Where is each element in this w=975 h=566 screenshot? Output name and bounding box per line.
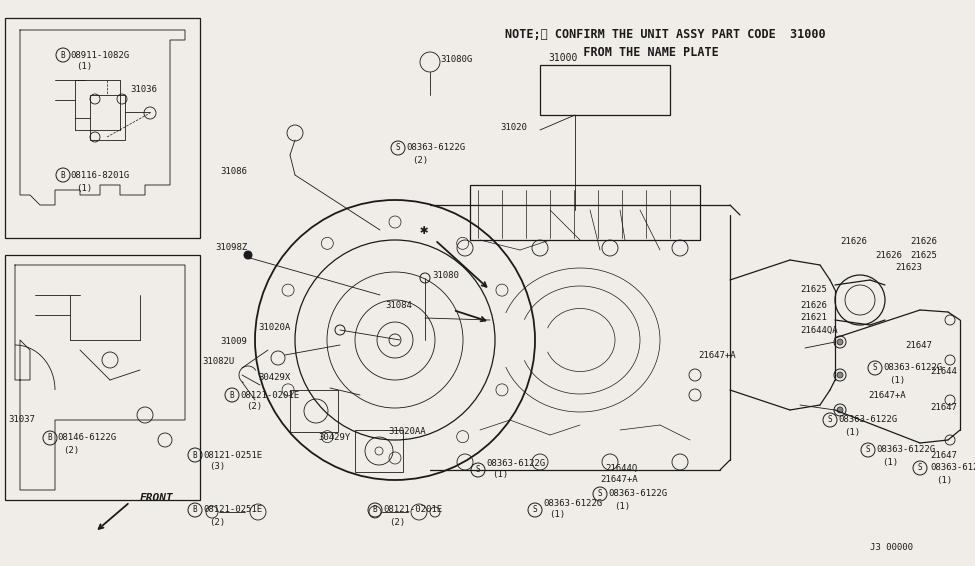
Bar xyxy=(355,430,403,472)
Text: 30429X: 30429X xyxy=(258,374,291,383)
Text: 31098Z: 31098Z xyxy=(215,243,248,252)
Text: 31020AA: 31020AA xyxy=(388,427,426,436)
Text: (1): (1) xyxy=(76,183,92,192)
Text: 21644QA: 21644QA xyxy=(800,325,838,335)
Bar xyxy=(90,95,125,140)
Text: 08146-6122G: 08146-6122G xyxy=(57,434,116,443)
Text: 31020: 31020 xyxy=(500,123,526,132)
Bar xyxy=(5,255,200,500)
Text: 21647+A: 21647+A xyxy=(600,475,638,484)
Text: 21647: 21647 xyxy=(930,404,956,413)
Text: S: S xyxy=(476,465,481,474)
Text: (2): (2) xyxy=(412,156,428,165)
Text: 31084: 31084 xyxy=(385,301,411,310)
Text: 08363-6122G: 08363-6122G xyxy=(883,363,942,372)
Text: 08363-6122G: 08363-6122G xyxy=(543,499,603,508)
Circle shape xyxy=(837,407,843,413)
Text: 08363-6122G: 08363-6122G xyxy=(930,464,975,473)
Text: 08363-6122G: 08363-6122G xyxy=(608,490,667,499)
Text: FROM THE NAME PLATE: FROM THE NAME PLATE xyxy=(505,45,719,58)
Text: 21626: 21626 xyxy=(910,238,937,247)
Text: 21623: 21623 xyxy=(895,264,922,272)
Text: B: B xyxy=(60,50,65,59)
Text: 21625: 21625 xyxy=(910,251,937,259)
Text: (1): (1) xyxy=(889,375,905,384)
Text: 21647+A: 21647+A xyxy=(868,391,906,400)
Text: S: S xyxy=(598,490,603,499)
Text: (1): (1) xyxy=(549,511,566,520)
Text: 08363-6122G: 08363-6122G xyxy=(838,415,897,424)
Text: B: B xyxy=(48,434,53,443)
Bar xyxy=(290,390,338,432)
Bar xyxy=(470,185,700,240)
Text: S: S xyxy=(873,363,878,372)
Text: 08121-0201E: 08121-0201E xyxy=(240,391,299,400)
Text: 30429Y: 30429Y xyxy=(318,434,350,443)
Text: (1): (1) xyxy=(936,475,953,484)
Text: 08363-6122G: 08363-6122G xyxy=(486,458,545,468)
Bar xyxy=(540,65,670,115)
Text: 08121-0201E: 08121-0201E xyxy=(383,505,442,514)
Circle shape xyxy=(837,339,843,345)
Text: 21644: 21644 xyxy=(930,367,956,376)
Text: 31037: 31037 xyxy=(8,415,35,424)
Text: 31082U: 31082U xyxy=(202,358,234,367)
Text: 08116-8201G: 08116-8201G xyxy=(70,170,129,179)
Text: 21647+A: 21647+A xyxy=(698,350,735,359)
Text: B: B xyxy=(193,451,197,460)
Text: S: S xyxy=(866,445,871,454)
Text: 31000: 31000 xyxy=(548,53,577,63)
Text: NOTE;※ CONFIRM THE UNIT ASSY PART CODE  31000: NOTE;※ CONFIRM THE UNIT ASSY PART CODE 3… xyxy=(505,28,826,41)
Text: 31080: 31080 xyxy=(432,271,459,280)
Text: 31009: 31009 xyxy=(220,337,247,346)
Text: S: S xyxy=(828,415,833,424)
Text: 21625: 21625 xyxy=(800,285,827,294)
Text: (2): (2) xyxy=(389,517,406,526)
Text: 08121-0251E: 08121-0251E xyxy=(203,451,262,460)
Text: S: S xyxy=(917,464,922,473)
Text: 31036: 31036 xyxy=(130,85,157,95)
Text: (2): (2) xyxy=(209,517,225,526)
Text: 08121-0251E: 08121-0251E xyxy=(203,505,262,514)
Text: J3 00000: J3 00000 xyxy=(870,543,913,552)
Text: FRONT: FRONT xyxy=(140,493,174,503)
Text: 21647: 21647 xyxy=(905,341,932,349)
Text: 21647: 21647 xyxy=(930,451,956,460)
Text: 21626: 21626 xyxy=(800,301,827,310)
Circle shape xyxy=(837,372,843,378)
Text: B: B xyxy=(60,170,65,179)
Text: B: B xyxy=(193,505,197,514)
Text: 21621: 21621 xyxy=(800,314,827,323)
Text: (1): (1) xyxy=(882,457,898,466)
Text: 31080G: 31080G xyxy=(440,55,472,65)
Text: 31086: 31086 xyxy=(220,168,247,177)
Text: (3): (3) xyxy=(209,462,225,471)
Text: (2): (2) xyxy=(246,402,262,411)
Circle shape xyxy=(244,251,252,259)
Text: (1): (1) xyxy=(492,470,508,479)
Text: B: B xyxy=(372,505,377,514)
Text: 21626: 21626 xyxy=(875,251,902,259)
Text: S: S xyxy=(532,505,537,514)
Bar xyxy=(5,18,200,238)
Text: 08911-1082G: 08911-1082G xyxy=(70,50,129,59)
Text: 31020A: 31020A xyxy=(258,324,291,332)
Text: B: B xyxy=(230,391,234,400)
Text: 21626: 21626 xyxy=(840,238,867,247)
Text: 21644Q: 21644Q xyxy=(605,464,638,473)
Text: 08363-6122G: 08363-6122G xyxy=(406,144,465,152)
Text: (2): (2) xyxy=(63,445,79,454)
Text: (1): (1) xyxy=(614,501,630,511)
Text: S: S xyxy=(396,144,401,152)
Text: ✱: ✱ xyxy=(420,223,428,237)
Text: (1): (1) xyxy=(76,62,92,71)
Text: (1): (1) xyxy=(844,427,860,436)
Text: 08363-6122G: 08363-6122G xyxy=(876,445,935,454)
